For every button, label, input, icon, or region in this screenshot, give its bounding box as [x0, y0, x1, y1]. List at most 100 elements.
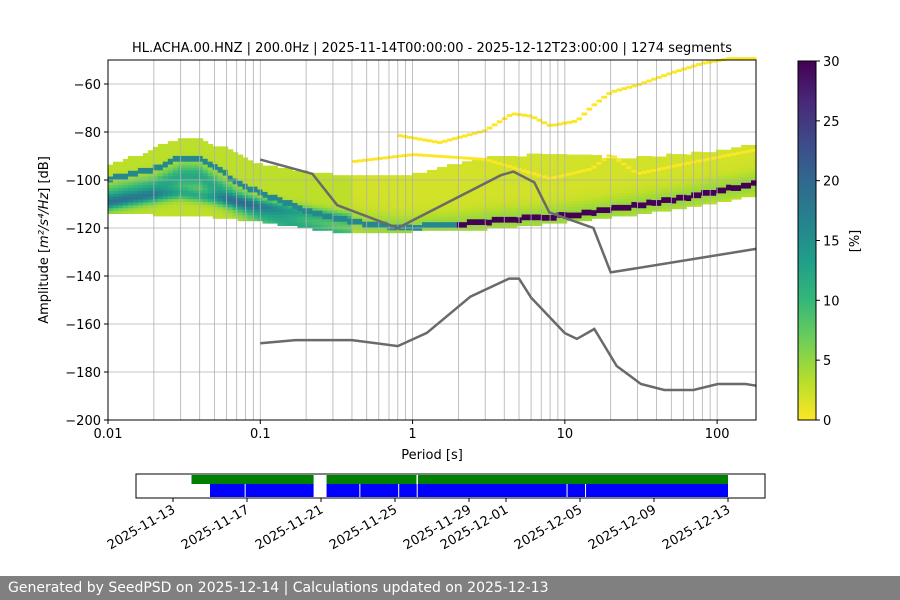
heatmap-cell [282, 168, 289, 172]
heatmap-cell [696, 183, 702, 187]
heatmap-cell [327, 198, 333, 202]
heatmap-cell [661, 193, 667, 198]
heatmap-cell [546, 159, 553, 164]
heatmap-cell [566, 212, 573, 216]
heatmap-cell [212, 149, 219, 153]
heatmap-cell [322, 181, 328, 185]
heatmap-cell [631, 175, 637, 179]
heatmap-cell [277, 202, 284, 206]
heatmap-cell [546, 171, 553, 175]
heatmap-cell [292, 216, 299, 221]
heatmap-cell [626, 187, 632, 191]
heatmap-cell [561, 217, 568, 221]
heatmap-cell [606, 206, 613, 211]
heatmap-cell [536, 205, 543, 209]
heatmap-cell [576, 171, 583, 176]
heatmap-cell [591, 163, 598, 167]
heatmap-cell [671, 168, 677, 172]
heatmap-cell [367, 229, 373, 234]
heatmap-cell [546, 197, 553, 201]
heatmap-cell [731, 173, 737, 177]
heatmap-outlier-cell [751, 57, 757, 60]
heatmap-cell [451, 198, 458, 202]
heatmap-cell [616, 181, 623, 185]
heatmap-cell [516, 185, 523, 189]
heatmap-cell [576, 174, 583, 178]
heatmap-cell [287, 168, 294, 172]
heatmap-cell [377, 215, 383, 219]
heatmap-cell [212, 157, 219, 162]
heatmap-cell [571, 168, 578, 173]
heatmap-outlier-cell [436, 141, 443, 144]
heatmap-outlier-cell [407, 135, 413, 139]
heatmap-outlier-cell [621, 87, 627, 91]
heatmap-cell [441, 210, 448, 214]
heatmap-cell [741, 162, 747, 166]
heatmap-cell [167, 167, 174, 171]
heatmap-cell [297, 179, 303, 183]
heatmap-cell [696, 200, 702, 204]
heatmap-cell [132, 156, 139, 160]
heatmap-cell [412, 213, 418, 217]
heatmap-cell [207, 213, 214, 217]
heatmap-cell [357, 180, 363, 185]
heatmap-cell [551, 174, 558, 178]
heatmap-cell [207, 210, 214, 214]
heatmap-cell [207, 164, 214, 168]
heatmap-cell [382, 229, 388, 234]
heatmap-cell [217, 152, 224, 156]
colorbar-tick-label: 0 [823, 414, 831, 429]
heatmap-cell [586, 206, 593, 210]
heatmap-cell [312, 204, 318, 208]
heatmap-cell [272, 214, 279, 218]
heatmap-cell [192, 158, 199, 162]
heatmap-cell [297, 213, 303, 217]
heatmap-cell [137, 167, 144, 171]
heatmap-cell [606, 215, 613, 219]
heatmap-cell [172, 169, 179, 174]
heatmap-cell [736, 170, 742, 174]
heatmap-cell [182, 152, 189, 156]
heatmap-cell [711, 192, 717, 196]
heatmap-cell [217, 163, 224, 167]
heatmap-cell [706, 192, 712, 196]
heatmap-cell [751, 150, 757, 154]
heatmap-cell [382, 175, 388, 179]
heatmap-cell [521, 156, 528, 160]
heatmap-cell [536, 162, 543, 166]
heatmap-cell [526, 196, 533, 201]
heatmap-cell [516, 214, 523, 218]
heatmap-cell [372, 198, 378, 202]
heatmap-cell [466, 207, 473, 211]
heatmap-cell [197, 210, 204, 214]
heatmap-cell [187, 195, 194, 200]
heatmap-cell [551, 194, 558, 198]
chart-title: HL.ACHA.00.HNZ | 200.0Hz | 2025-11-14T00… [132, 41, 732, 56]
heatmap-cell [496, 196, 503, 200]
heatmap-cell [726, 149, 732, 154]
heatmap-cell [217, 157, 224, 162]
heatmap-cell [412, 190, 418, 194]
heatmap-cell [616, 204, 623, 208]
heatmap-cell [202, 204, 209, 208]
heatmap-cell [551, 220, 558, 224]
heatmap-cell [108, 173, 114, 177]
heatmap-cell [486, 216, 493, 220]
heatmap-cell [347, 209, 353, 214]
heatmap-cell [167, 190, 174, 194]
heatmap-cell [387, 189, 393, 193]
heatmap-cell [307, 213, 313, 217]
heatmap-cell [222, 166, 229, 170]
heatmap-cell [172, 141, 179, 145]
heatmap-cell [277, 191, 284, 195]
heatmap-cell [581, 174, 588, 178]
heatmap-cell [352, 218, 358, 222]
heatmap-cell [656, 188, 662, 192]
heatmap-cell [282, 214, 289, 218]
heatmap-cell [347, 227, 353, 231]
heatmap-cell [372, 221, 378, 225]
heatmap-cell [506, 222, 513, 226]
heatmap-cell [711, 175, 717, 179]
heatmap-outlier-cell [621, 162, 627, 166]
heatmap-cell [711, 186, 717, 190]
